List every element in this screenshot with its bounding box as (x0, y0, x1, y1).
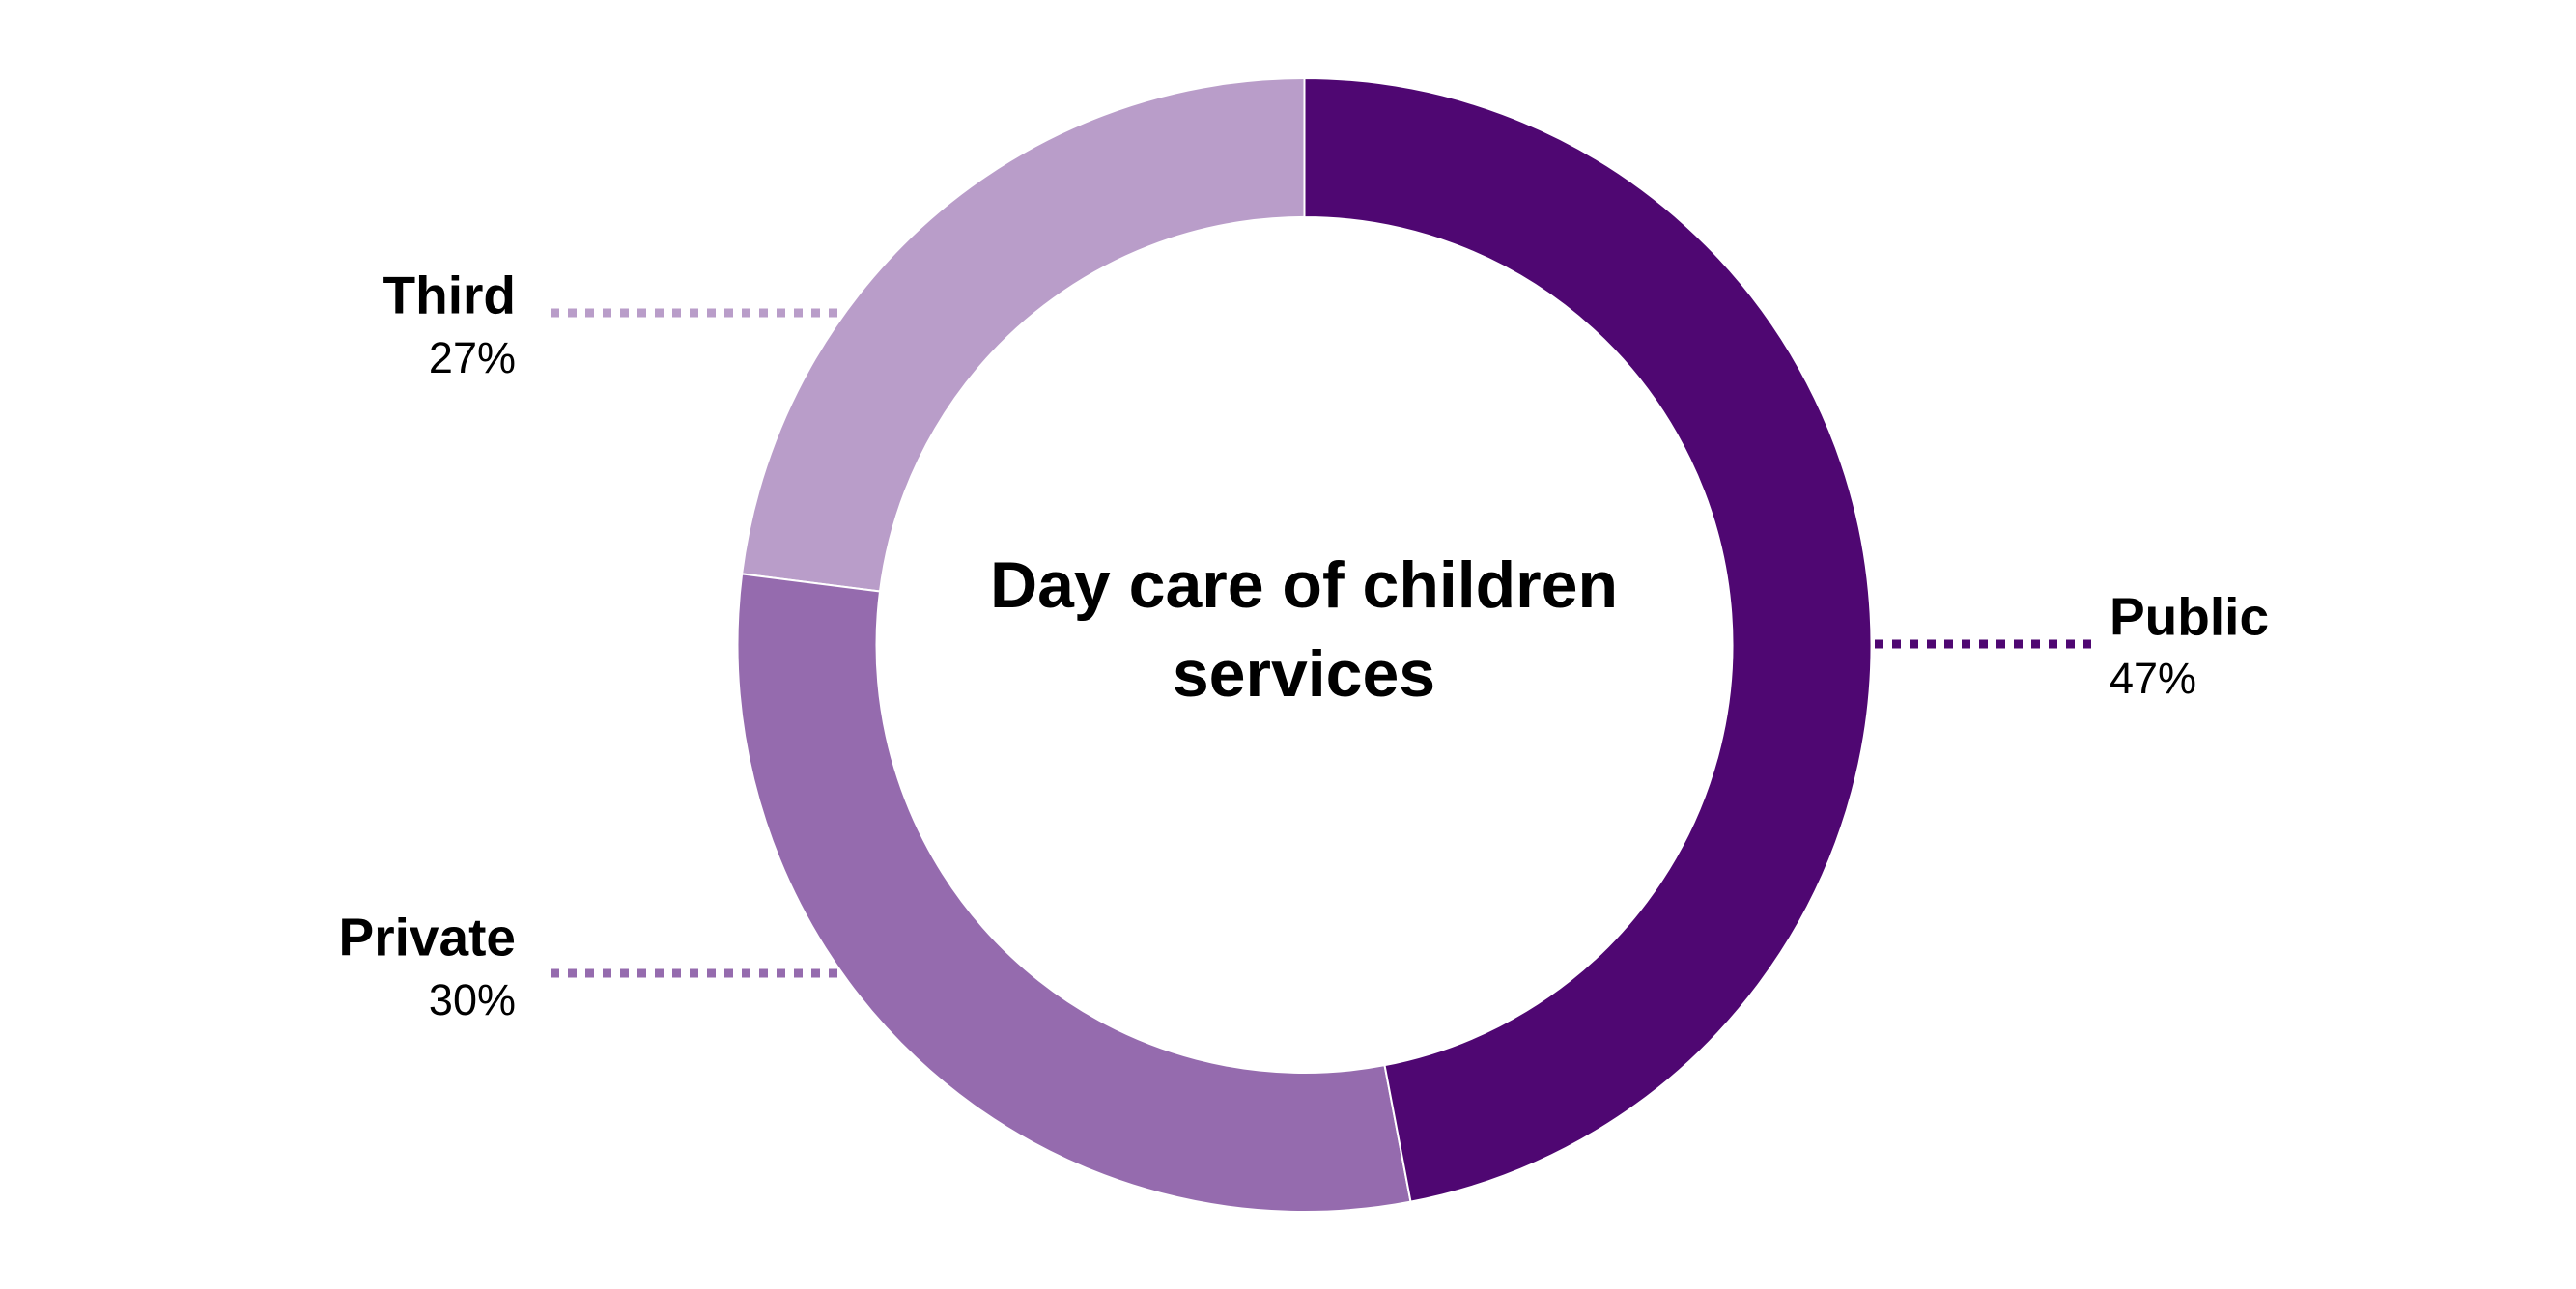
slice-label: Third (383, 266, 516, 325)
donut-slice (736, 573, 1412, 1213)
chart-title: Day care of children services (989, 548, 1619, 711)
donut-slice (1303, 76, 1873, 1203)
value-label: 47% (2109, 654, 2196, 703)
slice-label: Public (2109, 587, 2269, 647)
slice-label: Private (339, 908, 516, 967)
value-label: 27% (429, 333, 516, 382)
value-label: 30% (429, 975, 516, 1024)
